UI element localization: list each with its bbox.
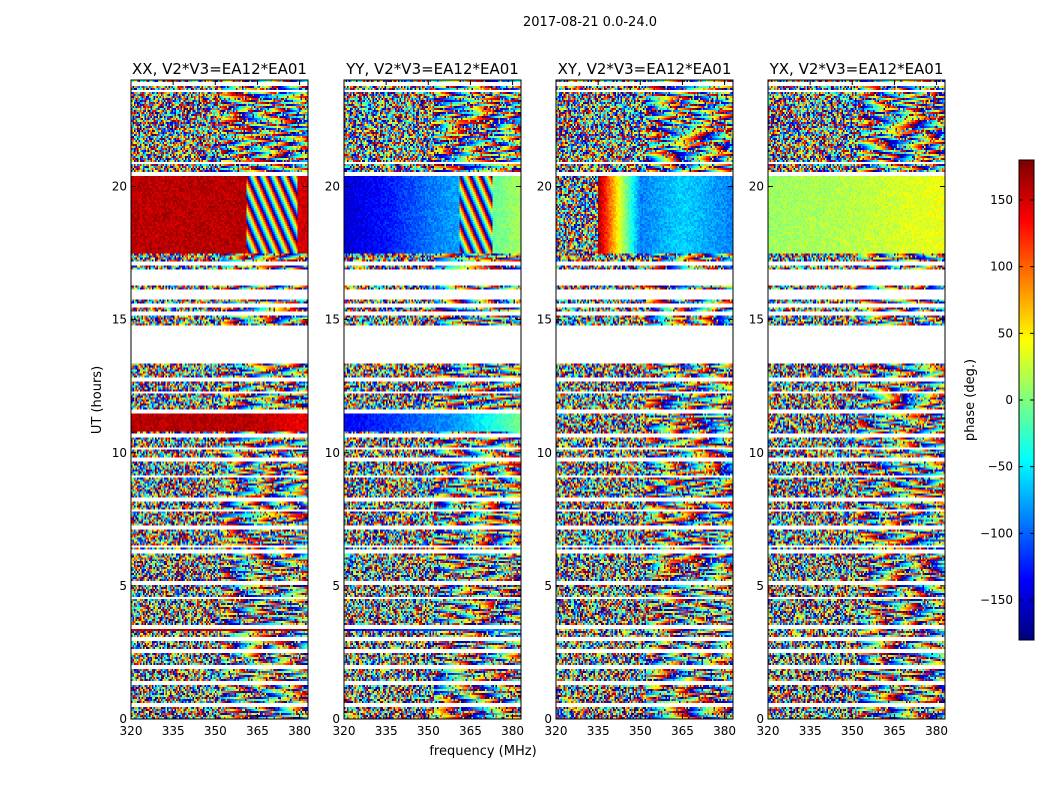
x-tick-label: 380 [713, 724, 736, 738]
y-axis-label: UT (hours) [90, 366, 105, 434]
y-tick-label: 5 [756, 579, 764, 593]
y-tick-label: 10 [325, 446, 340, 460]
y-tick-label: 5 [544, 579, 552, 593]
x-tick-label: 350 [417, 724, 440, 738]
panel-yy: YY, V2*V3=EA12*EA01 320 335 350 365 380 0 5 10 15… [325, 60, 524, 738]
y-tick-label: 15 [325, 313, 340, 327]
colorbar-tick-label: −150 [980, 593, 1013, 607]
panel-frame [343, 79, 522, 720]
figure-suptitle: 2017-08-21 0.0-24.0 [523, 15, 657, 30]
panel-title: XX, V2*V3=EA12*EA01 [132, 60, 307, 78]
y-tick-label: 0 [544, 712, 552, 726]
x-tick-label: 335 [375, 724, 398, 738]
y-tick-label: 20 [537, 180, 552, 194]
x-tick-label: 350 [841, 724, 864, 738]
panel-title: XY, V2*V3=EA12*EA01 [558, 60, 732, 78]
y-tick-label: 5 [119, 579, 127, 593]
colorbar-label: phase (deg.) [963, 359, 978, 441]
panel-frame [555, 79, 734, 720]
y-tick-label: 10 [537, 446, 552, 460]
y-tick-label: 0 [332, 712, 340, 726]
panel-frame [767, 79, 946, 720]
y-tick-label: 20 [112, 180, 127, 194]
panel-xx: XX, V2*V3=EA12*EA01 320 335 350 365 380 0 5 10 15… [112, 60, 311, 738]
panel-xy: XY, V2*V3=EA12*EA01 320 335 350 365 380 0 5 10 15… [537, 60, 736, 738]
y-tick-label: 15 [749, 313, 764, 327]
x-tick-label: 365 [883, 724, 906, 738]
colorbar-tick-label: −100 [980, 526, 1013, 540]
panel-title: YX, V2*V3=EA12*EA01 [769, 60, 944, 78]
x-tick-label: 335 [799, 724, 822, 738]
panel-title: YY, V2*V3=EA12*EA01 [345, 60, 519, 78]
panel-yx: YX, V2*V3=EA12*EA01 320 335 350 365 380 0 5 10 15… [749, 60, 948, 738]
x-tick-label: 350 [629, 724, 652, 738]
x-tick-label: 380 [288, 724, 311, 738]
colorbar-tick-label: 0 [1005, 393, 1013, 407]
heatmap-yy [344, 80, 521, 719]
heatmap-xx [131, 80, 308, 719]
x-tick-label: 320 [120, 724, 143, 738]
x-tick-label: 365 [246, 724, 269, 738]
x-tick-label: 335 [587, 724, 610, 738]
y-tick-label: 20 [749, 180, 764, 194]
x-tick-label: 365 [459, 724, 482, 738]
y-tick-label: 20 [325, 180, 340, 194]
panel-frame [130, 79, 309, 720]
colorbar-tick-label: 100 [990, 260, 1013, 274]
colorbar-tick-label: 50 [998, 326, 1013, 340]
x-axis-label: frequency (MHz) [429, 744, 536, 759]
y-tick-label: 10 [112, 446, 127, 460]
y-tick-label: 0 [119, 712, 127, 726]
x-tick-label: 335 [162, 724, 185, 738]
colorbar-tick-label: 150 [990, 193, 1013, 207]
x-tick-label: 350 [204, 724, 227, 738]
colorbar-gradient [1019, 160, 1034, 640]
colorbar-tick-label: −50 [988, 460, 1013, 474]
colorbar: 150 100 50 0 −50 −100 −150 [980, 159, 1035, 641]
x-tick-label: 365 [671, 724, 694, 738]
heatmap-xy [556, 80, 733, 719]
x-tick-label: 320 [545, 724, 568, 738]
x-tick-label: 320 [333, 724, 356, 738]
y-tick-label: 0 [756, 712, 764, 726]
heatmap-yx [768, 80, 945, 719]
y-tick-label: 10 [749, 446, 764, 460]
x-tick-label: 380 [925, 724, 948, 738]
x-tick-label: 380 [501, 724, 524, 738]
y-tick-label: 15 [112, 313, 127, 327]
y-tick-label: 5 [332, 579, 340, 593]
x-tick-label: 320 [757, 724, 780, 738]
panels-group: XX, V2*V3=EA12*EA01 320 335 350 365 380 0 5 10 15… [112, 60, 948, 738]
y-tick-label: 15 [537, 313, 552, 327]
